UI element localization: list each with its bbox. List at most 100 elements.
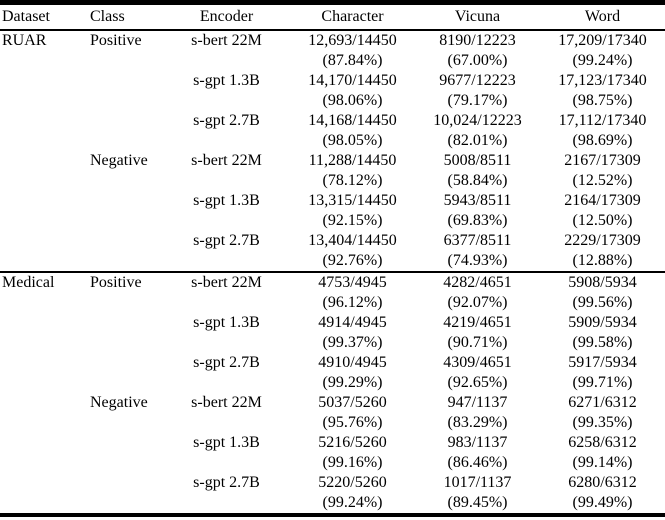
word-cell: 2164/17309 (12.50%) [540, 191, 665, 231]
col-header-character: Character [290, 2, 415, 31]
character-value: 5037/5260 [318, 394, 387, 411]
vicuna-pct: (89.45%) [447, 494, 508, 511]
character-cell: 5216/5260 (99.16%) [290, 433, 415, 473]
dataset-cell [0, 353, 90, 393]
class-cell [90, 313, 163, 353]
encoder-cell: s-gpt 1.3B [193, 72, 260, 89]
dataset-cell [0, 151, 90, 191]
vicuna-pct: (67.00%) [447, 52, 508, 69]
word-value: 2167/17309 [564, 152, 641, 169]
word-pct: (99.24%) [572, 52, 633, 69]
word-value: 6271/6312 [568, 394, 637, 411]
vicuna-cell: 4309/4651 (92.65%) [415, 353, 540, 393]
class-cell [90, 111, 163, 151]
encoder-cell: s-gpt 1.3B [193, 314, 260, 331]
class-cell: Negative [90, 152, 148, 169]
word-pct: (99.58%) [572, 334, 633, 351]
word-cell: 6280/6312 (99.49%) [540, 473, 665, 515]
encoder-cell: s-gpt 2.7B [193, 232, 260, 249]
character-pct: (99.24%) [322, 494, 383, 511]
word-value: 2164/17309 [564, 192, 641, 209]
encoder-cell: s-bert 22M [163, 271, 290, 313]
vicuna-pct: (74.93%) [447, 252, 508, 269]
dataset-cell [0, 191, 90, 231]
vicuna-pct: (79.17%) [447, 92, 508, 109]
class-cell [90, 433, 163, 473]
character-value: 5216/5260 [318, 434, 387, 451]
character-value: 14,168/14450 [308, 112, 397, 129]
table-row: Negative s-bert 22M 11,288/14450 (78.12%) 50… [0, 151, 665, 191]
vicuna-value: 4219/4651 [443, 314, 512, 331]
vicuna-pct: (82.01%) [447, 132, 508, 149]
vicuna-cell: 4282/4651 (92.07%) [415, 271, 540, 313]
vicuna-cell: 947/1137 (83.29%) [415, 393, 540, 433]
vicuna-pct: (58.84%) [447, 172, 508, 189]
vicuna-pct: (83.29%) [447, 414, 508, 431]
character-pct: (99.16%) [322, 454, 383, 471]
table-row: Medical Positive s-bert 22M 4753/4945 (96.12… [0, 271, 665, 313]
word-value: 17,209/17340 [558, 32, 647, 49]
word-cell: 6271/6312 (99.35%) [540, 393, 665, 433]
dataset-cell [0, 111, 90, 151]
word-pct: (99.71%) [572, 374, 633, 391]
class-cell [90, 473, 163, 515]
word-cell: 17,112/17340 (98.69%) [540, 111, 665, 151]
character-cell: 4753/4945 (96.12%) [290, 271, 415, 313]
character-pct: (95.76%) [322, 414, 383, 431]
table-row: RUAR Positive s-bert 22M 12,693/14450 (87.84… [0, 30, 665, 71]
vicuna-cell: 5008/8511 (58.84%) [415, 151, 540, 191]
word-pct: (98.69%) [572, 132, 633, 149]
vicuna-pct: (86.46%) [447, 454, 508, 471]
dataset-cell [0, 71, 90, 111]
vicuna-cell: 4219/4651 (90.71%) [415, 313, 540, 353]
character-value: 13,404/14450 [308, 232, 397, 249]
encoder-cell: s-gpt 1.3B [193, 192, 260, 209]
class-cell: Negative [90, 394, 148, 411]
table-row: s-gpt 1.3B 14,170/14450 (98.06%) 9677/12223… [0, 71, 665, 111]
word-cell: 6258/6312 (99.14%) [540, 433, 665, 473]
word-pct: (12.88%) [572, 252, 633, 269]
vicuna-value: 1017/1137 [443, 474, 512, 491]
table-row: s-gpt 2.7B 4910/4945 (99.29%) 4309/4651 (92.… [0, 353, 665, 393]
vicuna-cell: 9677/12223 (79.17%) [415, 71, 540, 111]
word-pct: (98.75%) [572, 92, 633, 109]
vicuna-pct: (90.71%) [447, 334, 508, 351]
vicuna-cell: 8190/12223 (67.00%) [415, 30, 540, 71]
word-value: 17,112/17340 [558, 112, 647, 129]
character-value: 12,693/14450 [308, 32, 397, 49]
vicuna-pct: (92.07%) [447, 294, 508, 311]
table-row: s-gpt 2.7B 14,168/14450 (98.05%) 10,024/122… [0, 111, 665, 151]
col-header-dataset: Dataset [0, 2, 90, 31]
character-value: 4753/4945 [318, 274, 387, 291]
vicuna-value: 5008/8511 [443, 152, 512, 169]
col-header-encoder: Encoder [163, 2, 290, 31]
vicuna-pct: (69.83%) [447, 212, 508, 229]
class-cell: Positive [90, 32, 142, 49]
character-cell: 4914/4945 (99.37%) [290, 313, 415, 353]
word-cell: 5917/5934 (99.71%) [540, 353, 665, 393]
character-pct: (92.76%) [322, 252, 383, 269]
word-value: 6258/6312 [568, 434, 637, 451]
character-cell: 5037/5260 (95.76%) [290, 393, 415, 433]
dataset-cell [0, 433, 90, 473]
word-pct: (12.50%) [572, 212, 633, 229]
vicuna-cell: 6377/8511 (74.93%) [415, 231, 540, 272]
word-cell: 17,209/17340 (99.24%) [540, 30, 665, 71]
character-pct: (99.29%) [322, 374, 383, 391]
encoder-cell: s-bert 22M [191, 32, 262, 49]
header-row: Dataset Class Encoder Character Vicuna W… [0, 2, 665, 31]
table-row: s-gpt 1.3B 13,315/14450 (92.15%) 5943/8511 (… [0, 191, 665, 231]
encoder-cell: s-gpt 1.3B [193, 434, 260, 451]
encoder-cell: s-bert 22M [191, 394, 262, 411]
vicuna-cell: 1017/1137 (89.45%) [415, 473, 540, 515]
class-cell [90, 231, 163, 272]
word-cell: 5908/5934 (99.56%) [540, 271, 665, 313]
vicuna-pct: (92.65%) [447, 374, 508, 391]
character-cell: 11,288/14450 (78.12%) [290, 151, 415, 191]
vicuna-value: 4282/4651 [443, 274, 512, 291]
character-value: 4910/4945 [318, 354, 387, 371]
character-pct: (98.06%) [322, 92, 383, 109]
class-cell: Positive [90, 271, 163, 313]
vicuna-value: 6377/8511 [443, 232, 512, 249]
word-value: 2229/17309 [564, 232, 641, 249]
